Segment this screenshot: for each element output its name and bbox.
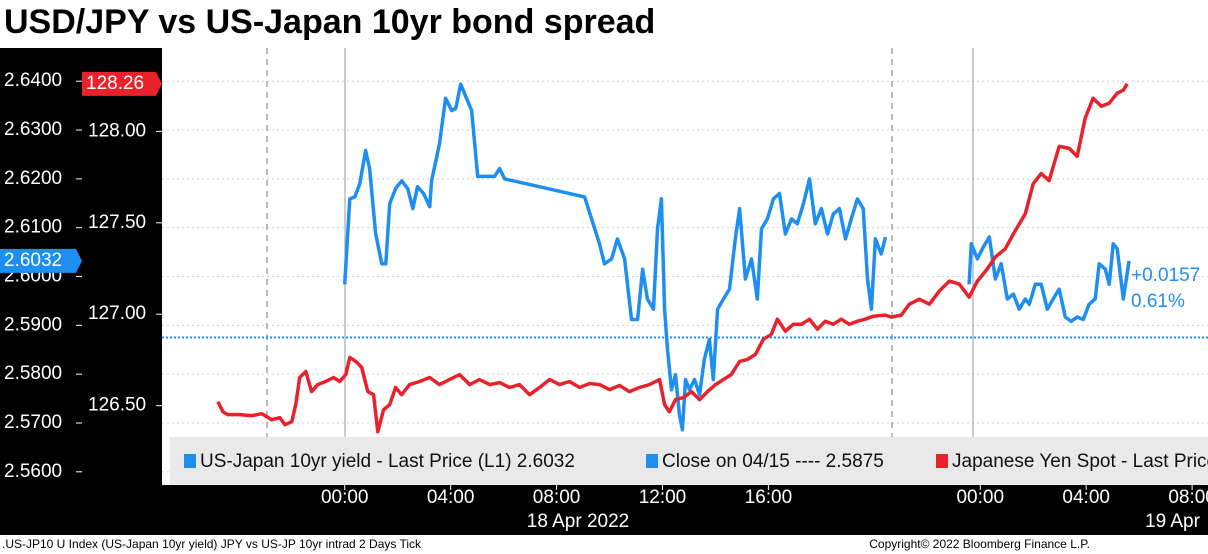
footer: [0, 535, 1208, 554]
y-tick-label: 2.5700: [4, 412, 62, 433]
y2-tick-label: 126.50: [88, 395, 146, 416]
legend-swatch: [936, 454, 948, 468]
plot-area: [162, 48, 1208, 485]
x-tick-label: 04:00: [427, 487, 475, 508]
date-label: 19 Apr: [1145, 511, 1201, 532]
legend-swatch: [646, 454, 658, 468]
y-tick-label: 2.6100: [4, 217, 62, 238]
y-axis-area: [0, 48, 162, 535]
y2-tick-label: 127.00: [88, 303, 146, 324]
y-tick-label: 2.6300: [4, 119, 62, 140]
y2-tick-label: 128.00: [88, 120, 146, 141]
y2-tick-label: 127.50: [88, 212, 146, 233]
last-value-label: 128.26: [86, 73, 144, 94]
date-label: 18 Apr 2022: [527, 511, 629, 532]
change-annotation: 0.61%: [1131, 291, 1185, 312]
footer-text: .US-JP10 U Index (US-Japan 10yr yield) J…: [2, 537, 422, 551]
x-tick-label: 04:00: [1062, 487, 1110, 508]
y-tick-label: 2.6200: [4, 168, 62, 189]
x-tick-label: 08:00: [533, 487, 581, 508]
y-tick-label: 2.6400: [4, 70, 62, 91]
legend: [170, 437, 1208, 485]
x-tick-label: 16:00: [745, 487, 793, 508]
change-annotation: +0.0157: [1131, 265, 1200, 286]
x-tick-label: 08:00: [1168, 487, 1208, 508]
y-tick-label: 2.5600: [4, 461, 62, 482]
title-area: [0, 0, 1208, 48]
x-tick-label: 00:00: [321, 487, 369, 508]
y-tick-label: 2.5800: [4, 363, 62, 384]
x-axis-area: [162, 485, 1208, 535]
legend-label: US-Japan 10yr yield - Last Price (L1) 2.…: [200, 451, 575, 472]
last-value-box: [82, 71, 162, 96]
y-tick-label: 2.5900: [4, 314, 62, 335]
legend-label: Japanese Yen Spot - Last Price: [952, 451, 1208, 472]
last-value-box: [0, 248, 82, 273]
legend-swatch: [184, 454, 196, 468]
last-value-label: 2.6032: [4, 250, 62, 271]
series-line: [342, 82, 1131, 432]
legend-label: Close on 04/15 ---- 2.5875: [662, 451, 884, 472]
series-line: [216, 82, 1129, 434]
x-tick-label: 00:00: [956, 487, 1004, 508]
footer-text: Copyright© 2022 Bloomberg Finance L.P.: [869, 537, 1090, 551]
chart-title: USD/JPY vs US-Japan 10yr bond spread: [4, 3, 655, 41]
x-tick-label: 12:00: [639, 487, 687, 508]
